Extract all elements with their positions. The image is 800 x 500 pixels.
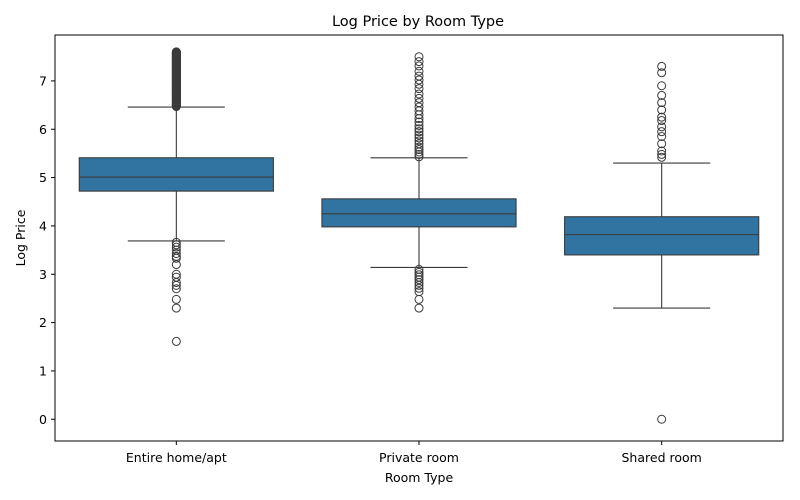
outlier-point (657, 90, 667, 100)
outlier-point (414, 275, 424, 285)
x-axis-label: Room Type (385, 470, 454, 485)
outlier-point (171, 242, 181, 252)
outlier-point (414, 57, 424, 67)
outlier-point (171, 248, 181, 258)
outlier-point (171, 280, 181, 290)
outlier-point (414, 124, 424, 134)
y-tick-label: 4 (39, 218, 47, 233)
iqr-box (564, 216, 760, 256)
outlier-point (414, 152, 424, 162)
plot-frame (54, 34, 784, 442)
outlier-point (414, 130, 424, 140)
outlier-point (414, 75, 424, 85)
chart-title: Log Price by Room Type (332, 14, 504, 30)
outlier-point (657, 98, 667, 108)
outlier-point (171, 47, 181, 57)
outlier-point (171, 284, 181, 294)
x-tick-label: Entire home/apt (126, 450, 227, 465)
outlier-point (414, 98, 424, 108)
outlier-point (414, 133, 424, 143)
outlier-point (414, 66, 424, 76)
outlier-point (414, 303, 424, 313)
outlier-point (414, 136, 424, 146)
outlier-point (657, 116, 667, 126)
outlier-point (414, 267, 424, 277)
outlier-point (414, 149, 424, 159)
outlier-point (657, 105, 667, 115)
y-tick-label: 7 (39, 73, 47, 88)
outlier-point (414, 277, 424, 287)
outlier-point (657, 139, 667, 149)
x-tick-label: Private room (379, 450, 459, 465)
outlier-point (171, 294, 181, 304)
outlier-point (657, 68, 667, 78)
iqr-box (78, 157, 274, 192)
y-tick-label: 2 (39, 315, 47, 330)
outlier-point (414, 280, 424, 290)
y-axis-label: Log Price (13, 209, 28, 266)
y-tick-label: 5 (39, 170, 47, 185)
outlier-point (414, 145, 424, 155)
plot-area: 0 1 2 3 4 5 6 7 Entire home/apt Private room Share… (39, 47, 760, 465)
outlier-point (414, 61, 424, 71)
y-tick-label: 3 (39, 267, 47, 282)
outlier-point (414, 89, 424, 99)
outlier-point (414, 139, 424, 149)
outlier-point (171, 277, 181, 287)
outlier-point (414, 283, 424, 293)
outlier-point (657, 152, 667, 162)
outlier-point (657, 122, 667, 132)
outlier-point (657, 81, 667, 91)
outlier-point (414, 93, 424, 103)
y-tick-label: 6 (39, 122, 47, 137)
outlier-point (657, 149, 667, 159)
outlier-point (171, 303, 181, 313)
outlier-point (414, 294, 424, 304)
outlier-point (171, 240, 181, 250)
outlier-point (657, 146, 667, 156)
outlier-point (414, 127, 424, 137)
outlier-point (414, 52, 424, 62)
outlier-point (414, 120, 424, 130)
outlier-point (657, 127, 667, 137)
outlier-point (414, 102, 424, 112)
outlier-point (171, 253, 181, 263)
outlier-point (657, 132, 667, 141)
outlier-point (657, 61, 667, 71)
y-tick-label: 0 (39, 412, 47, 427)
outlier-point (414, 117, 424, 127)
outlier-point (414, 84, 424, 94)
outlier-point (414, 142, 424, 152)
outlier-point (171, 260, 181, 270)
outlier-point (657, 112, 667, 122)
outlier-point (657, 414, 667, 424)
iqr-box (321, 198, 517, 228)
outlier-point (414, 71, 424, 81)
outlier-point (171, 336, 181, 346)
x-tick-label: Shared room (622, 450, 702, 465)
y-tick-label: 1 (39, 363, 47, 378)
